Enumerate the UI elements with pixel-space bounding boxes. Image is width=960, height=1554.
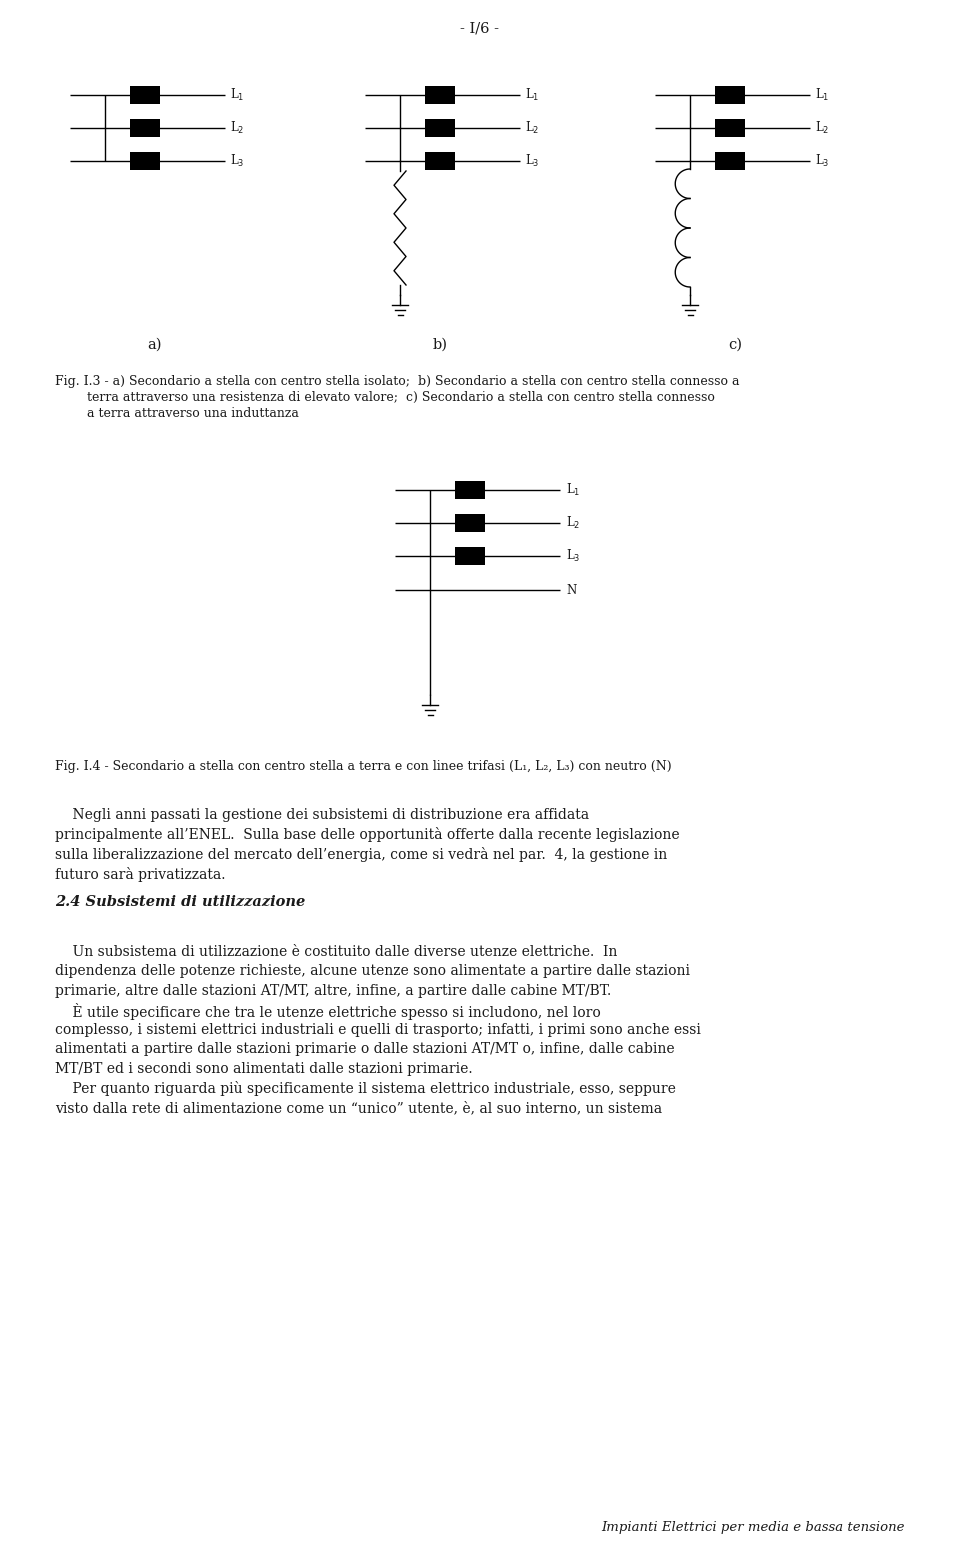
Text: È utile specificare che tra le utenze elettriche spesso si includono, nel loro: È utile specificare che tra le utenze el… — [55, 1004, 601, 1021]
Bar — [455, 482, 485, 499]
Bar — [130, 120, 160, 137]
Text: L$_3$: L$_3$ — [230, 152, 245, 169]
Text: Fig. I.4 - Secondario a stella con centro stella a terra e con linee trifasi (L₁: Fig. I.4 - Secondario a stella con centr… — [55, 760, 672, 772]
Text: sulla liberalizzazione del mercato dell’energia, come si vedrà nel par.  4, la g: sulla liberalizzazione del mercato dell’… — [55, 847, 667, 862]
Text: N: N — [566, 583, 576, 597]
Text: Un subsistema di utilizzazione è costituito dalle diverse utenze elettriche.  In: Un subsistema di utilizzazione è costitu… — [55, 945, 617, 959]
Text: c): c) — [728, 339, 742, 353]
Bar — [715, 152, 745, 169]
Bar — [425, 120, 455, 137]
Bar — [425, 152, 455, 169]
Text: futuro sarà privatizzata.: futuro sarà privatizzata. — [55, 867, 226, 881]
Text: L$_1$: L$_1$ — [230, 87, 245, 103]
Text: principalmente all’ENEL.  Sulla base delle opportunità offerte dalla recente leg: principalmente all’ENEL. Sulla base dell… — [55, 827, 680, 842]
Bar — [130, 85, 160, 104]
Text: b): b) — [433, 339, 447, 353]
Text: MT/BT ed i secondi sono alimentati dalle stazioni primarie.: MT/BT ed i secondi sono alimentati dalle… — [55, 1061, 472, 1075]
Text: L$_3$: L$_3$ — [815, 152, 829, 169]
Text: a terra attraverso una induttanza: a terra attraverso una induttanza — [55, 407, 299, 420]
Bar — [425, 85, 455, 104]
Text: visto dalla rete di alimentazione come un “unico” utente, è, al suo interno, un : visto dalla rete di alimentazione come u… — [55, 1100, 662, 1116]
Text: a): a) — [148, 339, 162, 353]
Text: L$_3$: L$_3$ — [525, 152, 540, 169]
Bar — [455, 547, 485, 566]
Text: Per quanto riguarda più specificamente il sistema elettrico industriale, esso, s: Per quanto riguarda più specificamente i… — [55, 1082, 676, 1097]
Text: L$_1$: L$_1$ — [566, 482, 581, 497]
Text: L$_1$: L$_1$ — [525, 87, 540, 103]
Text: - I/6 -: - I/6 - — [461, 22, 499, 36]
Text: dipendenza delle potenze richieste, alcune utenze sono alimentate a partire dall: dipendenza delle potenze richieste, alcu… — [55, 965, 690, 979]
Text: L$_2$: L$_2$ — [566, 514, 581, 531]
Bar — [715, 85, 745, 104]
Text: Negli anni passati la gestione dei subsistemi di distribuzione era affidata: Negli anni passati la gestione dei subsi… — [55, 808, 589, 822]
Text: L$_2$: L$_2$ — [230, 120, 245, 137]
Text: 2.4 Subsistemi di utilizzazione: 2.4 Subsistemi di utilizzazione — [55, 895, 305, 909]
Text: complesso, i sistemi elettrici industriali e quelli di trasporto; infatti, i pri: complesso, i sistemi elettrici industria… — [55, 1023, 701, 1037]
Text: Impianti Elettrici per media e bassa tensione: Impianti Elettrici per media e bassa ten… — [602, 1521, 905, 1534]
Text: alimentati a partire dalle stazioni primarie o dalle stazioni AT/MT o, infine, d: alimentati a partire dalle stazioni prim… — [55, 1043, 675, 1057]
Bar — [455, 514, 485, 531]
Text: Fig. I.3 - a) Secondario a stella con centro stella isolato;  b) Secondario a st: Fig. I.3 - a) Secondario a stella con ce… — [55, 375, 739, 388]
Text: L$_2$: L$_2$ — [815, 120, 829, 137]
Text: terra attraverso una resistenza di elevato valore;  c) Secondario a stella con c: terra attraverso una resistenza di eleva… — [55, 392, 715, 404]
Text: L$_1$: L$_1$ — [815, 87, 829, 103]
Bar — [715, 120, 745, 137]
Text: primarie, altre dalle stazioni AT/MT, altre, infine, a partire dalle cabine MT/B: primarie, altre dalle stazioni AT/MT, al… — [55, 984, 612, 998]
Bar — [130, 152, 160, 169]
Text: L$_3$: L$_3$ — [566, 549, 581, 564]
Text: L$_2$: L$_2$ — [525, 120, 540, 137]
